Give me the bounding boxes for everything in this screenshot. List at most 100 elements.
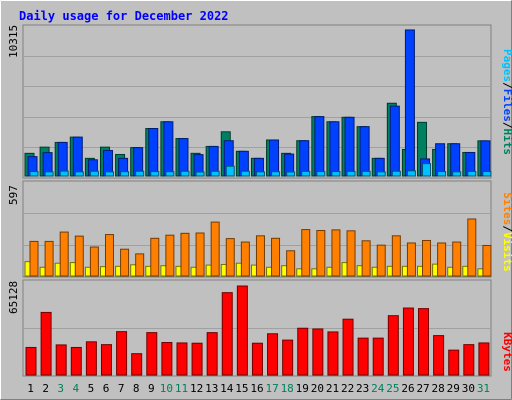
chart-title: Daily usage for December 2022 xyxy=(19,9,229,23)
kbytes-bar xyxy=(463,344,475,376)
legend-label: Hits xyxy=(501,129,512,156)
x-tick-label: 1 xyxy=(27,382,34,395)
files-bar xyxy=(178,138,189,177)
pages-bar xyxy=(89,170,99,177)
x-tick-label: 25 xyxy=(386,382,399,395)
x-tick-label: 26 xyxy=(401,382,414,395)
kbytes-bar xyxy=(70,346,82,376)
pages-bar xyxy=(406,170,416,177)
kbytes-bar xyxy=(478,342,490,376)
legend-label: Pages xyxy=(501,49,512,82)
sites-bar xyxy=(316,230,326,277)
x-tick-label: 17 xyxy=(265,382,278,395)
x-tick-label: 9 xyxy=(148,382,155,395)
pages-bar xyxy=(361,170,371,177)
files-bar xyxy=(329,121,340,177)
x-tick-label: 20 xyxy=(311,382,324,395)
sites-bar xyxy=(437,242,447,277)
x-tick-label: 18 xyxy=(281,382,294,395)
pages-bar xyxy=(286,171,296,177)
kbytes-bar xyxy=(387,315,399,376)
sites-bar xyxy=(301,229,311,277)
pages-bar xyxy=(104,171,114,177)
kbytes-bar xyxy=(372,337,384,376)
sites-bar xyxy=(422,239,432,277)
sites-bar xyxy=(482,244,492,277)
pages-bar xyxy=(391,170,401,177)
sites-bar xyxy=(346,230,356,277)
pages-bar xyxy=(59,170,69,177)
pages-bar xyxy=(271,171,281,177)
sites-bar xyxy=(74,235,84,277)
kbytes-bar xyxy=(312,328,324,376)
x-tick-label: 15 xyxy=(235,382,248,395)
pages-bar xyxy=(467,170,477,177)
panel-middle-ymax-label: 597 xyxy=(7,185,20,205)
x-tick-label: 7 xyxy=(118,382,125,395)
sites-bar xyxy=(467,218,477,277)
kbytes-bar xyxy=(206,332,218,376)
sites-bar xyxy=(104,234,114,277)
x-tick-label: 5 xyxy=(88,382,95,395)
legend-label: Files xyxy=(501,89,512,122)
panel-top-ymax-label: 10315 xyxy=(7,25,20,58)
legend-label: Sites xyxy=(501,192,512,225)
pages-bar xyxy=(301,170,311,177)
x-tick-label: 11 xyxy=(175,382,188,395)
x-tick-label: 14 xyxy=(220,382,234,395)
kbytes-bar xyxy=(267,333,279,376)
pages-bar xyxy=(346,170,356,177)
kbytes-bar xyxy=(342,318,354,376)
x-tick-label: 24 xyxy=(371,382,385,395)
kbytes-bar xyxy=(402,307,414,376)
panel-bottom-legend: KBytes xyxy=(501,332,512,372)
x-tick-label: 10 xyxy=(160,382,173,395)
files-bar xyxy=(450,143,461,177)
x-tick-label: 29 xyxy=(447,382,460,395)
legend-label: KBytes xyxy=(501,332,512,372)
files-bar xyxy=(359,126,370,177)
files-bar xyxy=(148,128,159,177)
sites-bar xyxy=(180,232,190,277)
x-tick-label: 27 xyxy=(416,382,429,395)
kbytes-bar xyxy=(116,331,128,376)
pages-bar xyxy=(44,171,54,177)
panel-middle-legend: Sites/Visits xyxy=(501,192,512,272)
files-bar xyxy=(299,140,310,177)
sites-bar xyxy=(195,232,205,277)
sites-bar xyxy=(89,246,99,277)
x-tick-label: 16 xyxy=(250,382,263,395)
x-tick-label: 8 xyxy=(133,382,140,395)
pages-bar xyxy=(225,165,235,177)
sites-bar xyxy=(240,241,250,277)
pages-bar xyxy=(376,171,386,177)
x-tick-label: 21 xyxy=(326,382,339,395)
sites-bar xyxy=(210,221,220,277)
legend-label: / xyxy=(501,82,512,89)
sites-bar xyxy=(150,237,160,277)
sites-bar xyxy=(120,248,130,277)
x-tick-label: 19 xyxy=(296,382,309,395)
legend-label: / xyxy=(501,122,512,129)
pages-bar xyxy=(210,170,220,177)
x-tick-label: 13 xyxy=(205,382,218,395)
sites-bar xyxy=(59,231,69,277)
sites-bar xyxy=(361,240,371,277)
kbytes-bar xyxy=(433,335,445,376)
pages-bar xyxy=(316,171,326,177)
pages-bar xyxy=(452,171,462,177)
sites-bar xyxy=(165,234,175,277)
legend-label: / xyxy=(501,225,512,232)
files-bar xyxy=(314,116,325,177)
kbytes-bar xyxy=(251,342,263,376)
files-bar xyxy=(269,139,280,177)
kbytes-bar xyxy=(418,308,430,376)
pages-bar xyxy=(240,170,250,177)
x-tick-label: 31 xyxy=(477,382,490,395)
kbytes-bar xyxy=(327,331,339,376)
files-bar xyxy=(344,116,355,177)
panel-top-legend: Pages/Files/Hits xyxy=(501,49,512,155)
kbytes-bar xyxy=(146,332,158,376)
kbytes-bar xyxy=(40,311,52,376)
